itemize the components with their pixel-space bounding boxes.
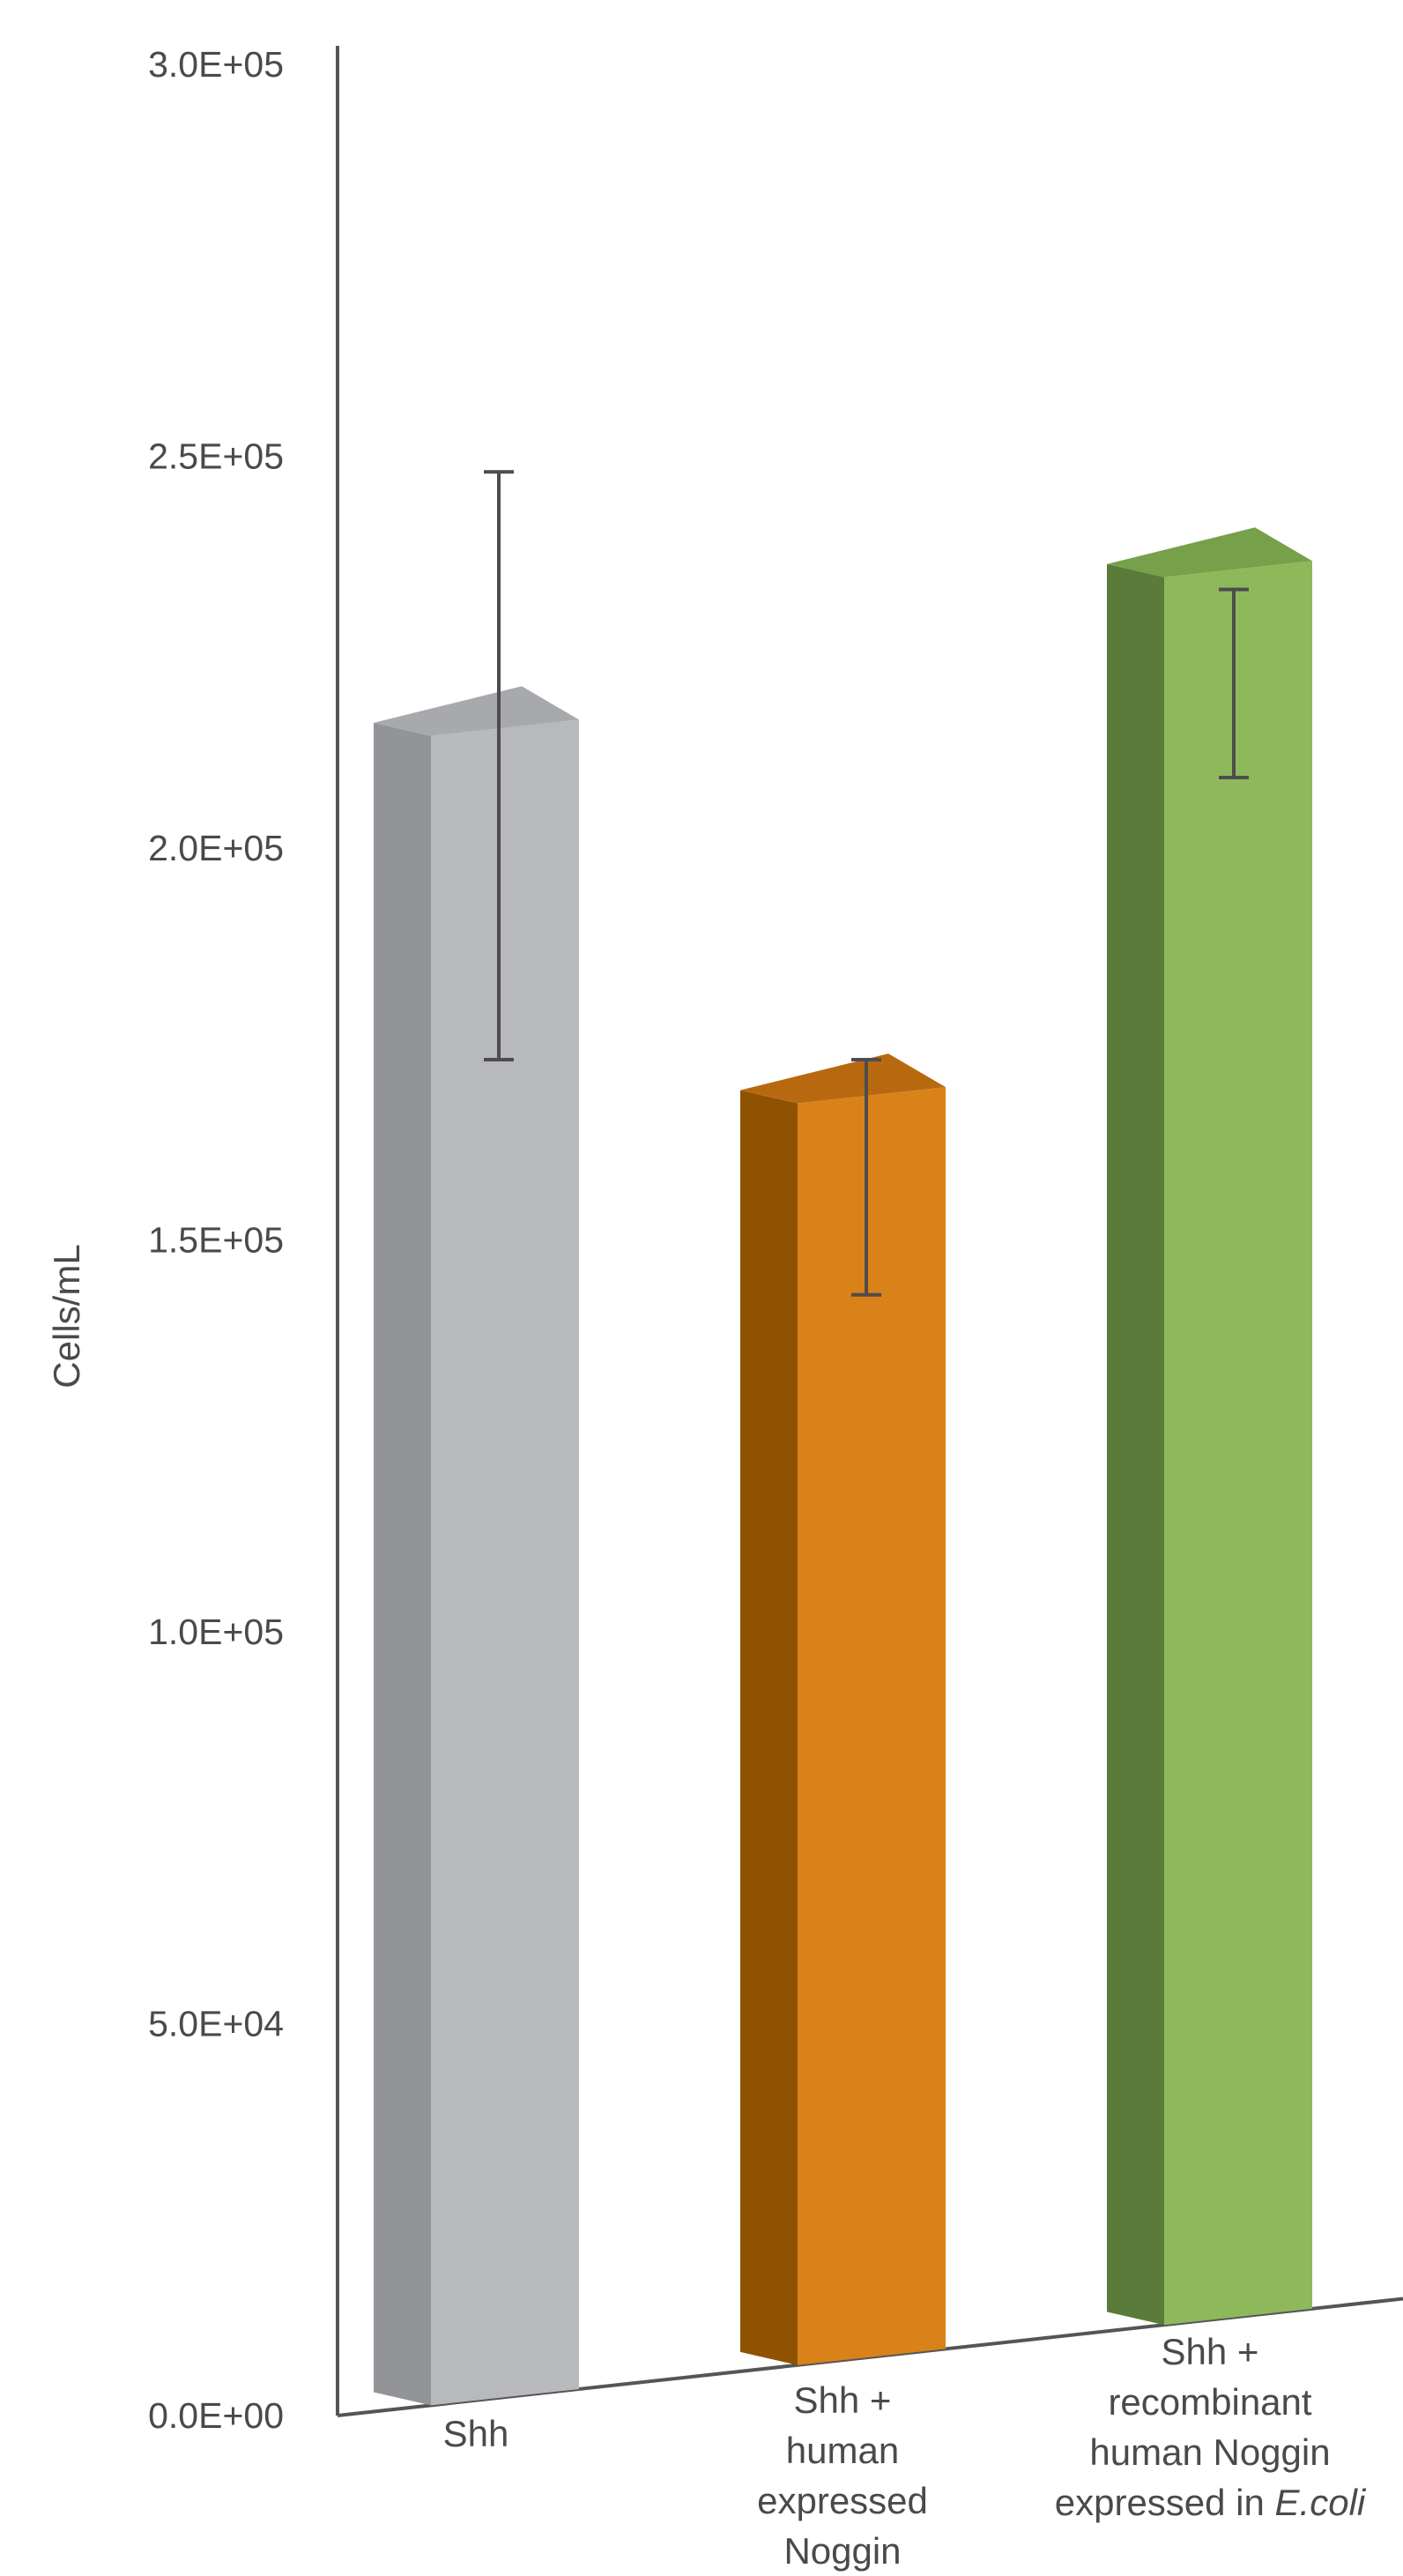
x-category-label: Shh + human expressed Noggin [757, 2379, 928, 2572]
y-axis-title: Cells/mL [46, 1244, 87, 1388]
y-tick-label: 3.0E+05 [148, 44, 284, 85]
category-labels: Shh Shh + human expressed Noggin Shh + recombi… [443, 2331, 1367, 2572]
x-category-label: Shh [443, 2413, 509, 2454]
y-tick-label: 2.5E+05 [148, 436, 284, 477]
y-tick-label: 2.0E+05 [148, 828, 284, 868]
x-category-label: Shh + recombinant human Noggin expressed in… [1055, 2331, 1367, 2523]
y-tick-label: 5.0E+04 [148, 2004, 284, 2044]
y-tick-label: 1.5E+05 [148, 1220, 284, 1261]
bar [798, 1087, 946, 2365]
bar-side-face [374, 723, 431, 2405]
bar-side-face [1107, 564, 1164, 2325]
y-tick-labels: 0.0E+00 5.0E+04 1.0E+05 1.5E+05 2.0E+05 2.5E+… [148, 44, 284, 2436]
bars [374, 527, 1312, 2405]
bar-side-face [740, 1091, 798, 2365]
y-tick-label: 0.0E+00 [148, 2395, 284, 2436]
bar [1164, 561, 1312, 2325]
bar [431, 719, 579, 2405]
y-tick-label: 1.0E+05 [148, 1612, 284, 1652]
